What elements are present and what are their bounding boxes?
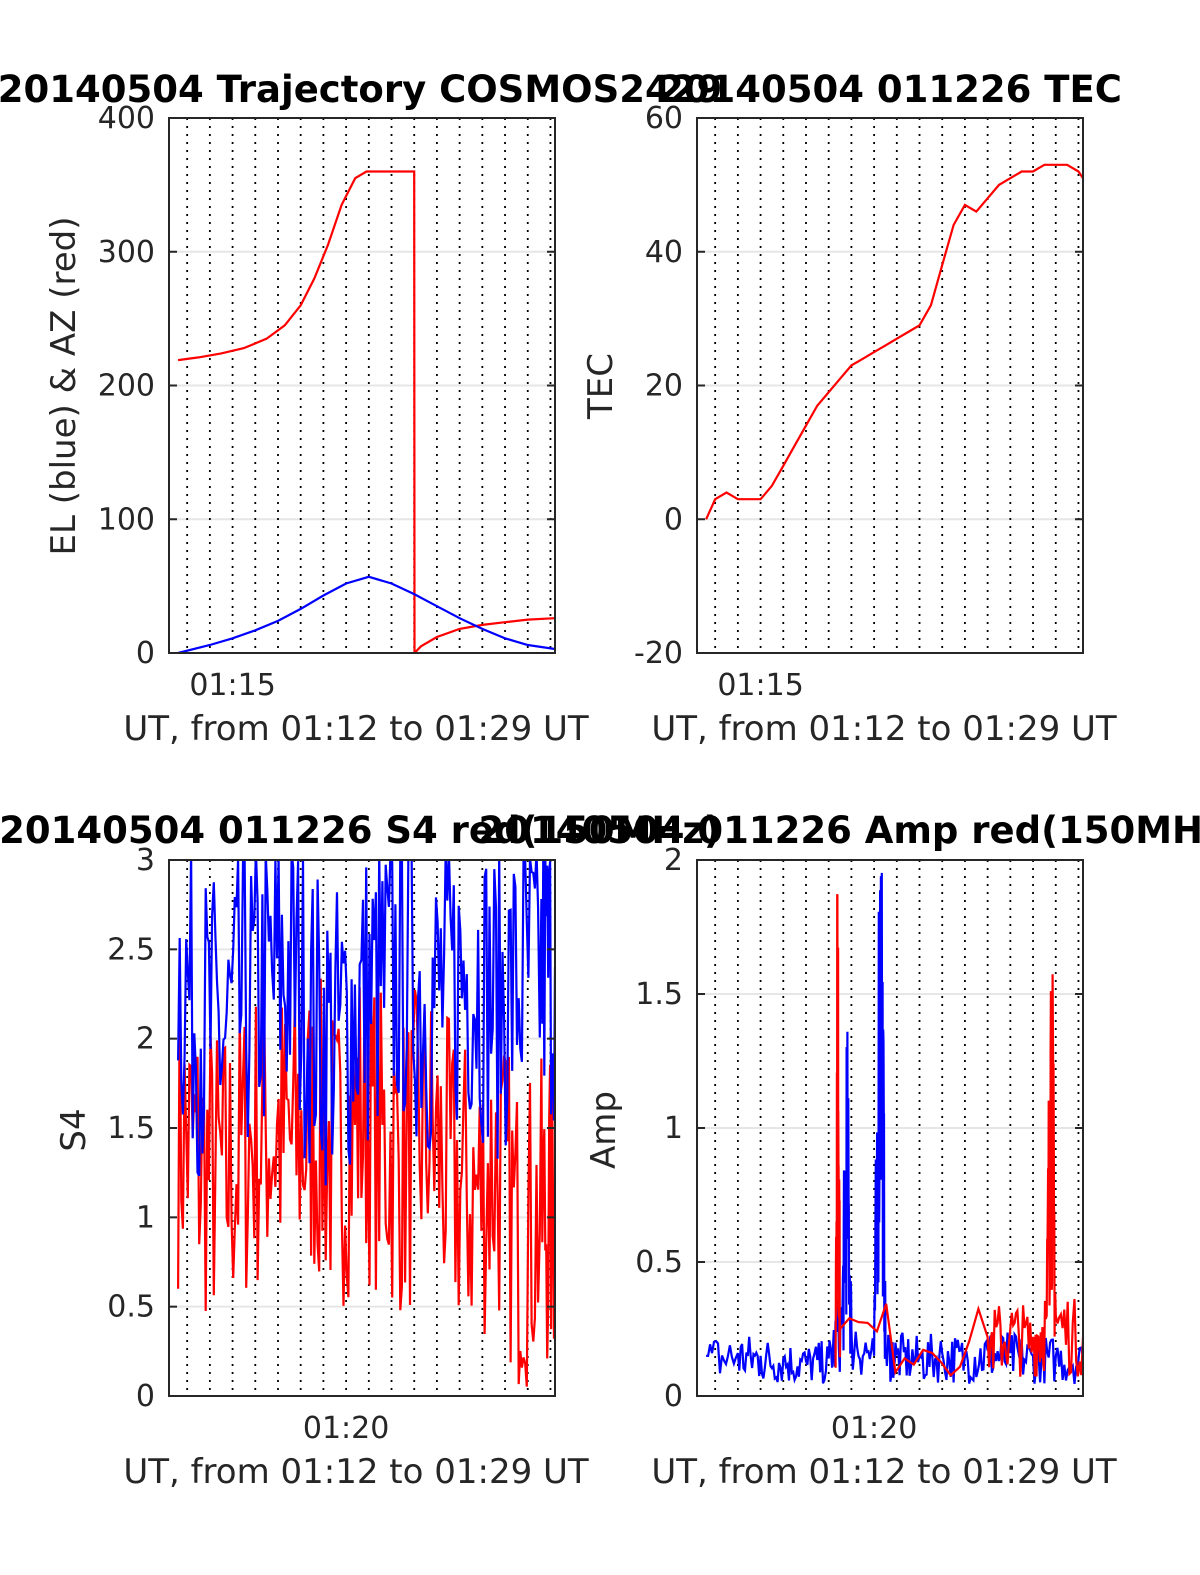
y-axis-label: EL (blue) & AZ (red)	[44, 216, 84, 555]
y-tick-label: 1.5	[635, 977, 683, 1012]
series-line-red	[705, 163, 1083, 520]
y-tick-label: 20	[645, 369, 683, 404]
y-axis-label: Amp	[584, 1091, 624, 1169]
y-tick-label: 1.5	[107, 1111, 155, 1146]
x-axis-label: UT, from 01:12 to 01:29 UT	[123, 1452, 589, 1492]
y-axis-label: S4	[54, 1108, 94, 1151]
y-tick-label: 400	[98, 101, 155, 136]
y-axis-label: TEC	[581, 353, 621, 420]
x-tick-label: 01:15	[189, 668, 275, 703]
y-tick-label: 0.5	[635, 1245, 683, 1280]
y-tick-label: 2	[664, 843, 683, 878]
y-tick-label: 1	[136, 1200, 155, 1235]
y-tick-label: 60	[645, 101, 683, 136]
y-tick-label: 2.5	[107, 932, 155, 967]
series-line-red	[177, 170, 555, 653]
series-line-red	[834, 894, 1083, 1377]
y-tick-label: 0.5	[107, 1290, 155, 1325]
series-line-blue	[706, 872, 1083, 1385]
y-tick-label: -20	[634, 636, 683, 671]
chart-title: 20140504 011226 Amp red(150MHz)	[479, 809, 1200, 852]
series-line-blue	[177, 575, 555, 653]
y-tick-label: 200	[98, 369, 155, 404]
chart-title: 20140504 Trajectory COSMOS2429	[0, 68, 722, 111]
y-tick-label: 3	[136, 843, 155, 878]
y-tick-label: 100	[98, 502, 155, 537]
y-tick-label: 0	[136, 636, 155, 671]
y-tick-label: 0	[136, 1379, 155, 1414]
x-tick-label: 01:15	[717, 668, 803, 703]
chart-title: 20140504 011226 TEC	[658, 68, 1122, 111]
chart-panel-3: 0 0.5 1 1.5 2 2.5 3 01:20 UT, from 01:12 to 01:2…	[0, 809, 721, 1492]
y-tick-label: 1	[664, 1111, 683, 1146]
y-tick-label: 0	[664, 1379, 683, 1414]
x-axis-label: UT, from 01:12 to 01:29 UT	[123, 709, 589, 749]
x-tick-label: 01:20	[303, 1411, 389, 1446]
x-axis-label: UT, from 01:12 to 01:29 UT	[651, 1452, 1117, 1492]
x-axis-label: UT, from 01:12 to 01:29 UT	[651, 709, 1117, 749]
chart-title: 20140504 011226 S4 red(150MHz)	[0, 809, 721, 852]
chart-panel-4: 0 0.5 1 1.5 2 01:20 UT, from 01:12 to 01:29 UT…	[479, 809, 1200, 1492]
y-tick-label: 40	[645, 235, 683, 270]
y-tick-label: 0	[664, 502, 683, 537]
chart-panel-2: -20 0 20 40 60 01:15 UT, from 01:12 to 01:29 U…	[581, 68, 1122, 749]
x-tick-label: 01:20	[831, 1411, 917, 1446]
y-tick-label: 2	[136, 1022, 155, 1057]
y-tick-label: 300	[98, 235, 155, 270]
series-line-blue	[177, 860, 555, 1186]
